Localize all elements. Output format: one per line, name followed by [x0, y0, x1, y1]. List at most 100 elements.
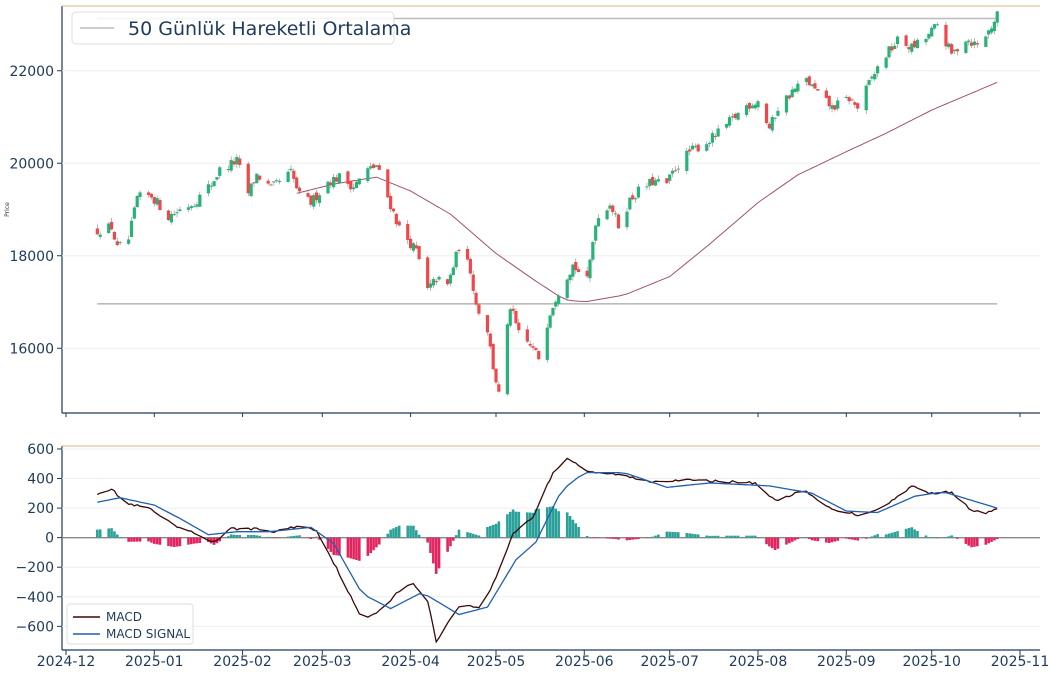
histogram-bar-negative: [326, 537, 330, 549]
histogram-bar-positive: [571, 519, 575, 538]
histogram-bar-negative: [329, 537, 333, 552]
candle-bearish: [426, 257, 430, 288]
histogram-bar-negative: [332, 537, 335, 555]
histogram-bar-positive: [876, 534, 879, 538]
histogram-bar-negative: [375, 537, 378, 548]
histogram-bar-positive: [933, 537, 936, 538]
histogram-bar-negative: [349, 537, 353, 559]
candle-bearish: [807, 76, 811, 86]
candle-bullish: [218, 167, 222, 176]
histogram-bar-negative: [770, 537, 774, 549]
candle-bearish: [295, 177, 299, 189]
candle-bullish: [884, 57, 888, 68]
candle-bullish: [625, 211, 629, 228]
candle-bullish: [548, 315, 552, 328]
histogram-bar-negative: [172, 537, 176, 547]
histogram-bar-negative: [796, 537, 800, 540]
candle-bullish: [411, 243, 416, 251]
candle-bullish: [668, 174, 672, 181]
histogram-bar-positive: [884, 534, 888, 538]
histogram-bar-negative: [637, 537, 640, 539]
histogram-bar-positive: [409, 525, 412, 538]
candle-bullish: [118, 242, 122, 244]
histogram-bar-negative: [591, 537, 595, 539]
y-tick-label: 20000: [9, 156, 54, 172]
candle-bearish: [497, 384, 501, 392]
candle-bearish: [969, 42, 974, 46]
histogram-bar-negative: [352, 537, 355, 560]
candle-bearish: [853, 102, 857, 105]
candle-bullish: [770, 116, 774, 131]
histogram-bar-negative: [272, 537, 276, 539]
histogram-bar-negative: [366, 537, 370, 556]
candle-bullish: [215, 177, 219, 180]
histogram-bar-negative: [975, 537, 979, 547]
candle-bullish: [915, 39, 920, 49]
candle-bearish: [850, 99, 854, 101]
candle-bullish: [984, 36, 988, 47]
legend-label: 50 Günlük Hareketli Ortalama: [128, 18, 411, 40]
candle-bearish: [856, 103, 860, 109]
histogram-bar-positive: [255, 535, 259, 538]
histogram-bar-positive: [907, 528, 911, 538]
candle-bearish: [434, 280, 438, 283]
candle-bearish: [474, 292, 478, 305]
candle-bearish: [534, 348, 538, 351]
candle-bullish: [249, 183, 253, 197]
histogram-bar-positive: [685, 533, 689, 538]
y-tick-label: −400: [16, 590, 54, 606]
candle-bearish: [457, 249, 461, 252]
histogram-bar-positive: [454, 535, 458, 538]
histogram-bar-positive: [668, 531, 672, 538]
candle-bullish: [870, 76, 874, 79]
candle-bullish: [773, 117, 777, 119]
candle-bullish: [551, 307, 555, 316]
histogram-bar-negative: [369, 537, 373, 554]
x-tick-label: 2025-07: [640, 654, 699, 670]
histogram-bar-negative: [130, 537, 133, 542]
histogram-bar-positive: [691, 533, 694, 538]
candle-bullish: [235, 156, 239, 165]
candle-bullish: [255, 173, 259, 184]
candle-bullish: [967, 40, 971, 43]
histogram-bar-positive: [574, 523, 578, 538]
histogram-bar-negative: [768, 537, 771, 547]
candle-bearish: [232, 161, 236, 165]
histogram-bar-negative: [195, 537, 199, 544]
histogram-bar-negative: [788, 537, 791, 544]
histogram-bar-positive: [531, 512, 535, 538]
histogram-bar-negative: [312, 537, 316, 539]
candle-bullish: [326, 181, 330, 194]
candle-bearish: [944, 24, 948, 47]
histogram-bar-positive: [713, 535, 717, 538]
histogram-bar-negative: [377, 537, 381, 545]
y-tick-label: 18000: [9, 249, 54, 265]
histogram-bar-positive: [916, 530, 919, 538]
candle-bearish: [346, 171, 350, 184]
histogram-bar-negative: [785, 537, 788, 545]
histogram-bar-negative: [765, 537, 768, 545]
candle-bullish: [129, 220, 134, 237]
histogram-bar-negative: [198, 537, 202, 543]
candle-bullish: [229, 160, 233, 171]
candle-bullish: [964, 41, 968, 53]
candle-bullish: [226, 169, 230, 171]
candle-bearish: [306, 193, 310, 197]
histogram-bar-positive: [725, 535, 728, 538]
histogram-bar-negative: [170, 537, 173, 547]
histogram-bar-positive: [676, 532, 680, 538]
histogram-bar-negative: [816, 537, 820, 542]
candle-bullish: [927, 33, 931, 39]
histogram-bar-positive: [736, 535, 740, 538]
x-tick-label: 2025-01: [125, 654, 184, 670]
histogram-bar-positive: [406, 525, 410, 538]
histogram-bar-negative: [956, 537, 959, 539]
candle-bullish: [312, 195, 316, 207]
candle-bullish: [596, 218, 601, 227]
candle-bullish: [286, 171, 290, 183]
candle-bullish: [776, 110, 780, 116]
histogram-bar-negative: [625, 537, 629, 541]
candle-bearish: [816, 89, 820, 91]
candle-bearish: [528, 343, 532, 346]
candle-bearish: [115, 241, 119, 246]
